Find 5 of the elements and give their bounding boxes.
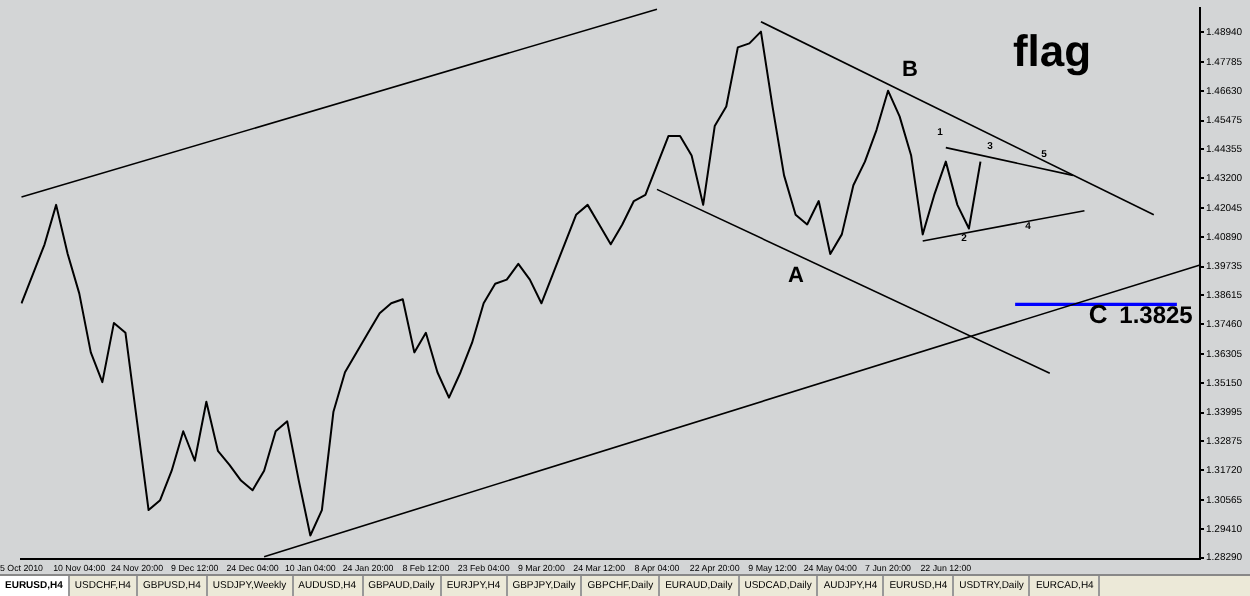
annotation: B (902, 58, 919, 83)
annotation: C (1088, 299, 1109, 330)
annotation: A (788, 264, 805, 289)
annotation: 1.3825 (1119, 300, 1194, 329)
text: flag (1012, 26, 1092, 77)
